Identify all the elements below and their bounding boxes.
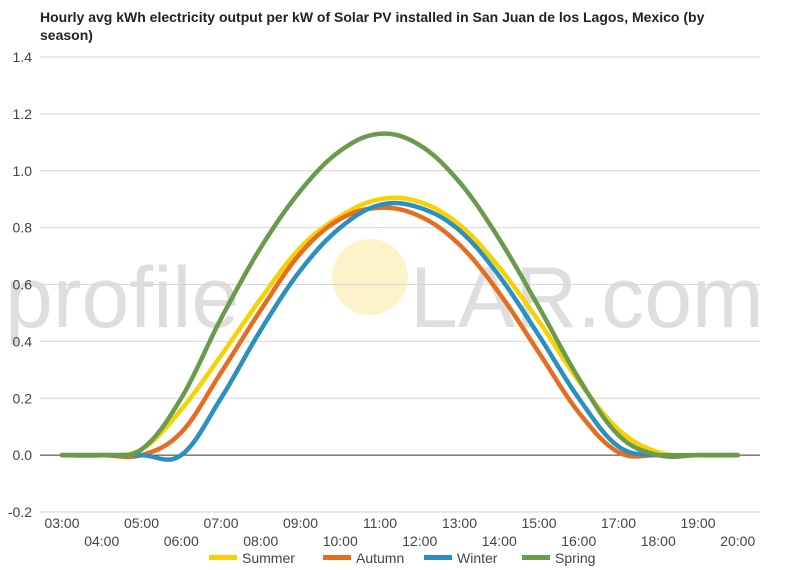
x-tick-label: 17:00 [601,515,636,531]
watermark-text-left: profile [5,250,239,346]
x-tick-label: 03:00 [44,515,79,531]
y-tick-label: 0.6 [13,277,33,293]
series-line-summer [59,195,740,458]
legend-swatch-spring [522,555,550,560]
x-tick-label: 07:00 [203,515,238,531]
series-lines [59,131,740,462]
y-tick-label: 0.2 [13,390,33,406]
legend-label-winter: Winter [457,550,498,566]
y-tick-label: 1.4 [13,49,33,65]
y-tick-label: 0.0 [13,447,33,463]
x-tick-label: 16:00 [561,533,596,549]
watermark-sun-icon [332,239,408,315]
x-tick-label: 04:00 [84,533,119,549]
legend: Summer Autumn Winter Spring [209,550,595,566]
x-tick-label: 05:00 [124,515,159,531]
x-tick-label: 10:00 [323,533,358,549]
y-tick-label: 0.8 [13,220,33,236]
series-line-spring [59,131,740,459]
series-line-autumn [59,205,740,460]
y-tick-label: 1.2 [13,106,33,122]
x-tick-label: 11:00 [363,515,397,531]
watermark-text-right: LAR.com [410,250,764,346]
x-tick-label: 18:00 [641,533,676,549]
legend-label-summer: Summer [242,550,295,566]
x-tick-label: 09:00 [283,515,318,531]
y-tick-label: 0.4 [13,333,33,349]
legend-label-spring: Spring [555,550,595,566]
y-tick-label: 1.0 [13,163,33,179]
y-tick-label: -0.2 [8,504,32,520]
legend-swatch-autumn [323,555,351,560]
x-tick-label: 06:00 [164,533,199,549]
legend-swatch-winter [424,555,452,560]
legend-label-autumn: Autumn [356,550,404,566]
x-tick-label: 13:00 [442,515,477,531]
legend-swatch-summer [209,555,237,560]
x-tick-label: 20:00 [720,533,755,549]
x-tick-label: 15:00 [521,515,556,531]
watermark: profile LAR.com [5,239,764,346]
x-tick-label: 12:00 [402,533,437,549]
x-tick-label: 14:00 [482,533,517,549]
grid [40,56,760,513]
x-tick-label: 19:00 [680,515,715,531]
x-tick-label: 08:00 [243,533,278,549]
series-line-winter [59,200,740,462]
y-axis: -0.2 0.0 0.2 0.4 0.6 0.8 1.0 1.2 1.4 [8,49,32,520]
chart-title: Hourly avg kWh electricity output per kW… [40,9,705,43]
